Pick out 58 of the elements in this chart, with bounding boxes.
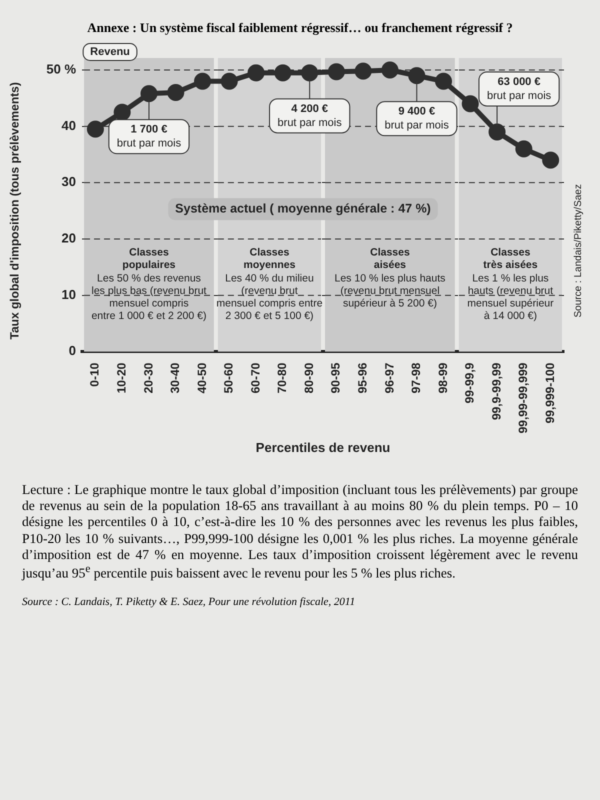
point [328,63,345,80]
point [167,84,184,102]
x-tick-label: 60-70 [248,362,262,394]
point [248,64,265,82]
point [462,95,479,112]
x-tick-label: 99,99-99,999 [516,362,530,434]
y-tick-label: 30 [62,174,76,190]
y-tick-label: 20 [62,230,76,246]
text: Lecture : Le graphique montre le taux global d’imposition (incluant tous les prélèvements) par groupe de revenus au sein de la population 18-65 ans travaillant à au moins 80 % du plein temps. P0 – 10 désigne les percentiles 0 à 10, c’est-à-dire les 10 % des personnes avec les revenus les plus faibles, P10-20 les 10 % suivants…, P99,999-100 désigne les 0,001 % les plus riches. La moyenne générale d’imposition est de 47 % en moyenne. Les taux d’imposition croissent légèrement avec le revenu jusqu’au 95$^{e}$ percentile puis baissent avec le revenu pour les 5 % les plus riches. [22,482,578,582]
x-tick-label: 10-20 [114,362,129,394]
band-label: Classes très aisées Les 1 % les plus hauts (revenu brut mensuel supérieur à 14 000 €) [467,246,554,322]
band-label: Classes populaires Les 50 % des revenus les plus bas (revenu brut mensuel compris entre 1 000 € et 2 200 €) [91,246,207,322]
annotation: 9 400 € brut par mois [384,106,450,132]
x-tick-label: 70-80 [275,362,290,394]
x-tick-label: 20-30 [141,362,156,394]
chart-title: Annexe : Un système fiscal faiblement régressif… ou franchement régressif ? [86,20,514,36]
y-tick-label: 50 % [46,62,76,77]
point [354,62,372,80]
point [408,67,426,84]
point [488,123,506,140]
annotation: Système actuel ( moyenne générale : 47 %) [175,202,431,216]
point [274,64,292,82]
point [194,72,212,90]
point [435,72,452,90]
annotation: 1 700 € brut par mois [116,124,182,150]
x-tick-label: 90-95 [328,362,343,394]
y-tick-label: 0 [68,343,76,358]
annotation: 4 200 € brut par mois [278,102,342,129]
x-tick-label: 50-60 [222,362,236,394]
x-tick-label: 99,999-100 [542,362,557,424]
x-tick-label: 99,9-99,99 [489,362,504,420]
band-label: Classes moyennes Les 40 % du milieu (revenu brut mensuel compris entre 2 300 € et 5 100 €) [216,246,323,322]
point [86,120,104,138]
x-tick-label: 97-98 [409,362,424,394]
y-axis-title: Taux global d'imposition (tous prélèvements) [8,82,22,340]
point [515,140,532,158]
x-axis-title: Percentiles de revenu [256,440,390,455]
y-tick-label: 40 [62,118,76,133]
x-tick-label: 30-40 [168,362,182,394]
source-note: Source : C. Landais, T. Piketty & E. Saez, Pour une révolution fiscale, 2011 [22,596,356,609]
x-tick-label: 96-97 [382,362,396,394]
x-tick-label: 80-90 [302,362,316,394]
point [114,104,131,121]
annotation: 63 000 € brut par mois [486,76,552,102]
x-tick-label: 99-99,9 [462,362,477,404]
x-tick-label: 40-50 [194,362,209,394]
x-tick-label: 98-99 [436,362,450,394]
point [542,152,560,169]
y-tick-label: 10 [62,286,76,302]
text: Revenu [90,46,130,58]
x-tick-label: 0-10 [88,362,102,387]
point [381,62,398,78]
point [220,72,238,90]
source-note: Source : Landais/Piketty/Saez [572,184,584,318]
x-tick-label: 95-96 [355,362,370,394]
band-label: Classes aisées Les 10 % les plus hauts (revenu brut mensuel supérieur à 5 200 €) [334,246,446,310]
point [301,64,318,82]
point [140,85,158,102]
